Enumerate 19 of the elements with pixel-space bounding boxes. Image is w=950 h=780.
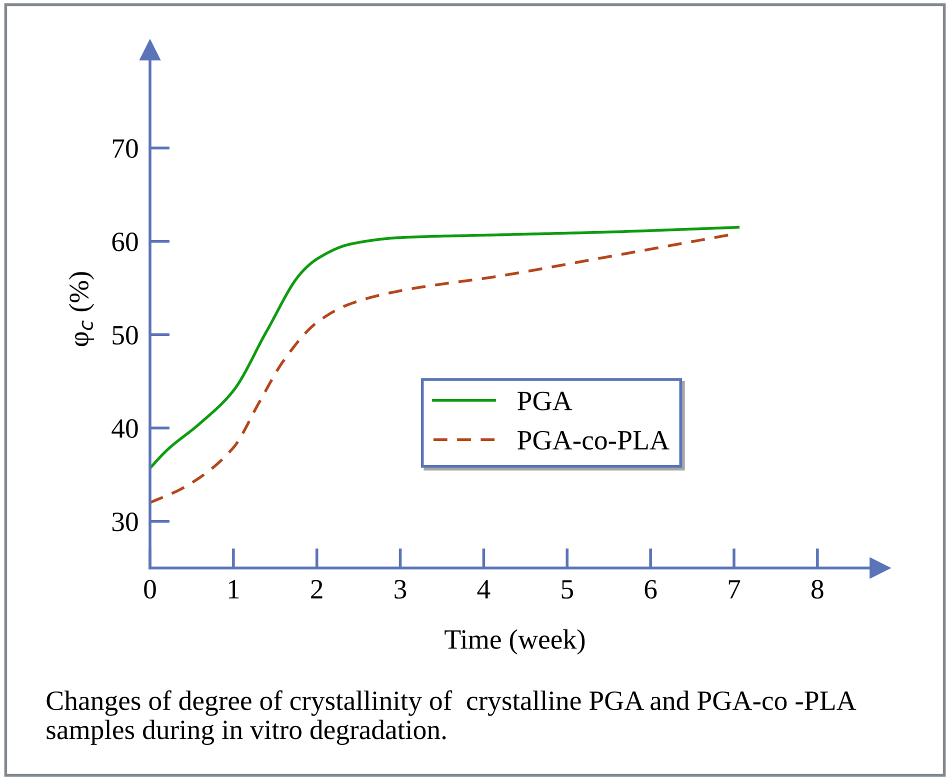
y-tick-label: 30	[112, 512, 138, 532]
y-tick-label: 40	[112, 419, 138, 438]
text: Changes of degree of crystallinity of crystalline PGA and PGA-co -PLA samples during in vitro degradation.	[46, 690, 856, 745]
x-tick-label: 1	[228, 580, 239, 598]
x-tick-label: 2	[311, 580, 322, 598]
x-tick-label: 5	[562, 580, 573, 599]
y-tick-label: 70	[112, 139, 138, 158]
y-tick-label: 60	[112, 232, 138, 252]
x-tick-label: 3	[394, 580, 406, 599]
legend-label: PGA-co-PLA	[518, 430, 670, 450]
y-tick-label: 50	[112, 326, 138, 345]
x-tick-label: 8	[812, 580, 824, 599]
x-tick-label: 4	[477, 580, 490, 598]
y-axis-title: φ$_{c}$ (%)	[68, 272, 94, 346]
x-tick-label: 7	[728, 580, 740, 598]
x-axis-title: Time (week)	[444, 629, 585, 654]
x-tick-label: 0	[144, 580, 156, 599]
x-tick-label: 6	[644, 580, 657, 599]
legend-label: PGA	[518, 392, 572, 410]
